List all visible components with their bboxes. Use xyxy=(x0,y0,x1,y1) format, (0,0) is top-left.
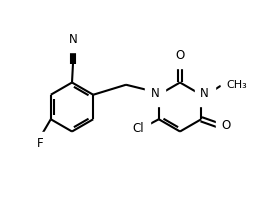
Text: O: O xyxy=(220,119,229,132)
Text: Cl: Cl xyxy=(132,122,144,135)
Text: N: N xyxy=(68,33,77,46)
Text: N: N xyxy=(150,87,159,100)
Text: N: N xyxy=(200,87,208,100)
Text: O: O xyxy=(175,49,184,62)
Text: F: F xyxy=(36,137,43,150)
Text: CH₃: CH₃ xyxy=(225,80,246,90)
